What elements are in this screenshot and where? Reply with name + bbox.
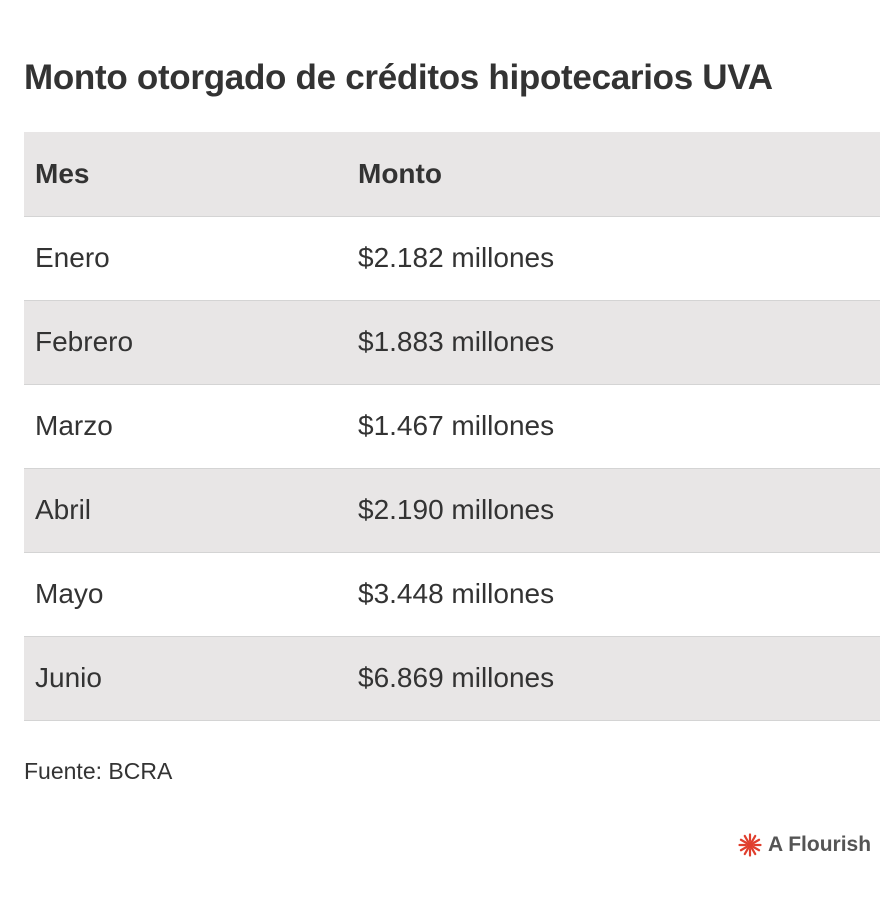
cell-mes: Mayo <box>24 552 347 637</box>
table-row: Abril $2.190 millones <box>24 468 880 553</box>
table-row: Enero $2.182 millones <box>24 216 880 301</box>
flourish-logo-ray <box>743 847 750 856</box>
table-row: Mayo $3.448 millones <box>24 552 880 637</box>
flourish-credit-link[interactable]: A Flourish <box>738 833 871 857</box>
cell-monto: $3.448 millones <box>347 552 880 637</box>
cell-mes: Febrero <box>24 300 347 385</box>
cell-mes: Enero <box>24 216 347 301</box>
table-row: Febrero $1.883 millones <box>24 300 880 385</box>
flourish-logo-ray <box>739 845 748 852</box>
flourish-logo-ray <box>752 838 761 845</box>
cell-mes: Abril <box>24 468 347 553</box>
table-header-row: Mes Monto <box>24 132 880 217</box>
flourish-logo-icon <box>738 833 762 857</box>
cell-monto: $2.190 millones <box>347 468 880 553</box>
flourish-logo-ray <box>750 834 757 843</box>
flourish-logo-ray <box>739 838 748 845</box>
flourish-logo-ray <box>750 847 757 856</box>
cell-monto: $6.869 millones <box>347 636 880 721</box>
column-header-monto[interactable]: Monto <box>347 132 880 217</box>
cell-mes: Marzo <box>24 384 347 469</box>
column-header-mes[interactable]: Mes <box>24 132 347 217</box>
table-row: Marzo $1.467 millones <box>24 384 880 469</box>
credit-text: A Flourish <box>768 833 872 856</box>
data-table: Mes Monto Enero $2.182 millones Febrero … <box>24 132 880 721</box>
cell-monto: $1.467 millones <box>347 384 880 469</box>
table-row: Junio $6.869 millones <box>24 636 880 721</box>
cell-monto: $2.182 millones <box>347 216 880 301</box>
chart-title: Monto otorgado de créditos hipotecarios … <box>24 58 773 97</box>
cell-monto: $1.883 millones <box>347 300 880 385</box>
flourish-logo-ray <box>752 845 761 852</box>
flourish-logo-ray <box>743 834 750 843</box>
source-note: Fuente: BCRA <box>24 758 173 784</box>
cell-mes: Junio <box>24 636 347 721</box>
